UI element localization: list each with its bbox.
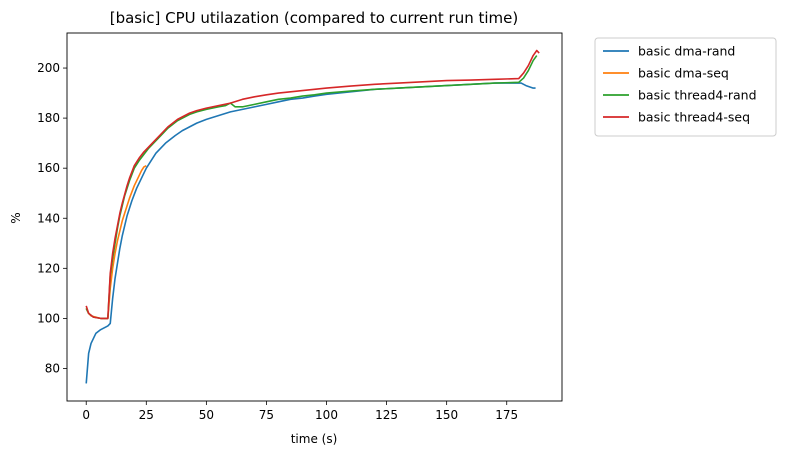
x-tick-label-125: 125 xyxy=(375,408,398,422)
x-tick-label-100: 100 xyxy=(315,408,338,422)
y-axis-label: % xyxy=(9,212,23,223)
plot-frame xyxy=(66,32,563,402)
x-tick-label-50: 50 xyxy=(199,408,214,422)
y-tick-label-160: 160 xyxy=(37,161,60,175)
series-line-2 xyxy=(85,55,538,320)
legend-box xyxy=(594,37,777,137)
x-axis-label: time (s) xyxy=(291,432,338,446)
y-tick-label-100: 100 xyxy=(37,311,60,325)
series-line-3 xyxy=(85,49,540,320)
legend-label-3: basic thread4-seq xyxy=(638,110,750,125)
x-axis: 0 25 50 75 100 125 150 175 xyxy=(82,401,518,422)
y-tick-label-140: 140 xyxy=(37,211,60,225)
x-tick-label-0: 0 xyxy=(82,408,90,422)
legend-label-1: basic dma-seq xyxy=(638,66,729,81)
y-tick-label-80: 80 xyxy=(45,361,60,375)
legend-label-2: basic thread4-rand xyxy=(638,88,757,103)
series-lines xyxy=(85,49,540,384)
x-tick-label-150: 150 xyxy=(435,408,458,422)
y-tick-label-120: 120 xyxy=(37,261,60,275)
series-line-0 xyxy=(85,82,536,384)
x-tick-label-25: 25 xyxy=(139,408,154,422)
y-tick-label-180: 180 xyxy=(37,111,60,125)
x-tick-label-175: 175 xyxy=(495,408,518,422)
chart-title: [basic] CPU utilazation (compared to cur… xyxy=(110,9,519,27)
legend-label-0: basic dma-rand xyxy=(638,44,735,59)
plot-area xyxy=(66,32,563,402)
legend: basic dma-rand basic dma-seq basic thread4… xyxy=(594,37,777,137)
y-axis: 80 100 120 140 160 180 200 xyxy=(37,61,67,375)
y-tick-label-200: 200 xyxy=(37,61,60,75)
x-tick-label-75: 75 xyxy=(259,408,274,422)
